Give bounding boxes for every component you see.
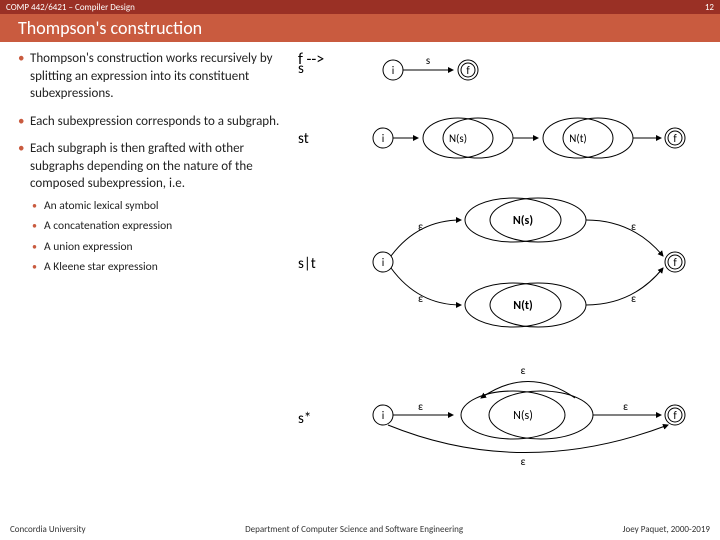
page-number: 12 [705, 2, 714, 13]
union-eps3: ε [418, 292, 423, 305]
union-eps2: ε [631, 220, 636, 233]
star-eps4: ε [520, 455, 525, 468]
diagram-concat: i N(s) N(t) f [363, 110, 703, 165]
sub-bullet-2: A concatenation expression [30, 219, 298, 235]
diagram-star: i ε N(s) ε f ε ε [363, 360, 703, 475]
concat-i: i [382, 132, 385, 145]
union-nt: N(t) [513, 299, 533, 313]
bullet-3-text: Each subgraph is then grafted with other… [30, 141, 253, 191]
star-eps3: ε [520, 364, 525, 377]
union-i: i [382, 256, 385, 269]
course-code: COMP 442/6421 – Compiler Design [6, 2, 135, 13]
node-i: i [392, 64, 395, 77]
concat-nt: N(t) [569, 132, 586, 145]
text-column: Thompson's construction works recursivel… [18, 50, 298, 518]
title-band: Thompson's construction [0, 14, 720, 42]
footer: Concordia University Department of Compu… [0, 518, 720, 540]
diagram-column: f --> s i s f st i [298, 50, 708, 518]
sub-bullet-3: A union expression [30, 240, 298, 256]
diagram-atomic: i s f [368, 50, 568, 90]
union-eps4: ε [631, 292, 636, 305]
union-ns: N(s) [513, 214, 533, 228]
concat-ns: N(s) [449, 132, 467, 145]
bullet-1: Thompson's construction works recursivel… [18, 50, 298, 103]
union-eps1: ε [418, 220, 423, 233]
star-ns: N(s) [513, 409, 533, 423]
edge-s: s [426, 54, 430, 67]
footer-center: Department of Computer Science and Softw… [245, 524, 463, 535]
star-i: i [382, 409, 385, 422]
row4-label: s* [298, 410, 311, 428]
star-eps2: ε [623, 400, 628, 413]
slide: COMP 442/6421 – Compiler Design 12 Thomp… [0, 0, 720, 540]
star-eps1: ε [418, 400, 423, 413]
footer-right: Joey Paquet, 2000-2019 [623, 524, 710, 535]
footer-left: Concordia University [10, 524, 86, 535]
row2-label: st [298, 130, 309, 148]
row3-label: s|t [298, 255, 316, 273]
slide-body: Thompson's construction works recursivel… [0, 42, 720, 518]
bullet-3: Each subgraph is then grafted with other… [18, 140, 298, 276]
sub-bullet-1: An atomic lexical symbol [30, 199, 298, 215]
sub-bullet-4: A Kleene star expression [30, 260, 298, 276]
row1-label: s [298, 60, 304, 78]
slide-title: Thompson's construction [18, 17, 202, 39]
bullet-2: Each subexpression corresponds to a subg… [18, 113, 298, 131]
top-bar: COMP 442/6421 – Compiler Design 12 [0, 0, 720, 14]
diagram-union: i ε N(s) ε ε N(t) ε f [363, 190, 703, 335]
